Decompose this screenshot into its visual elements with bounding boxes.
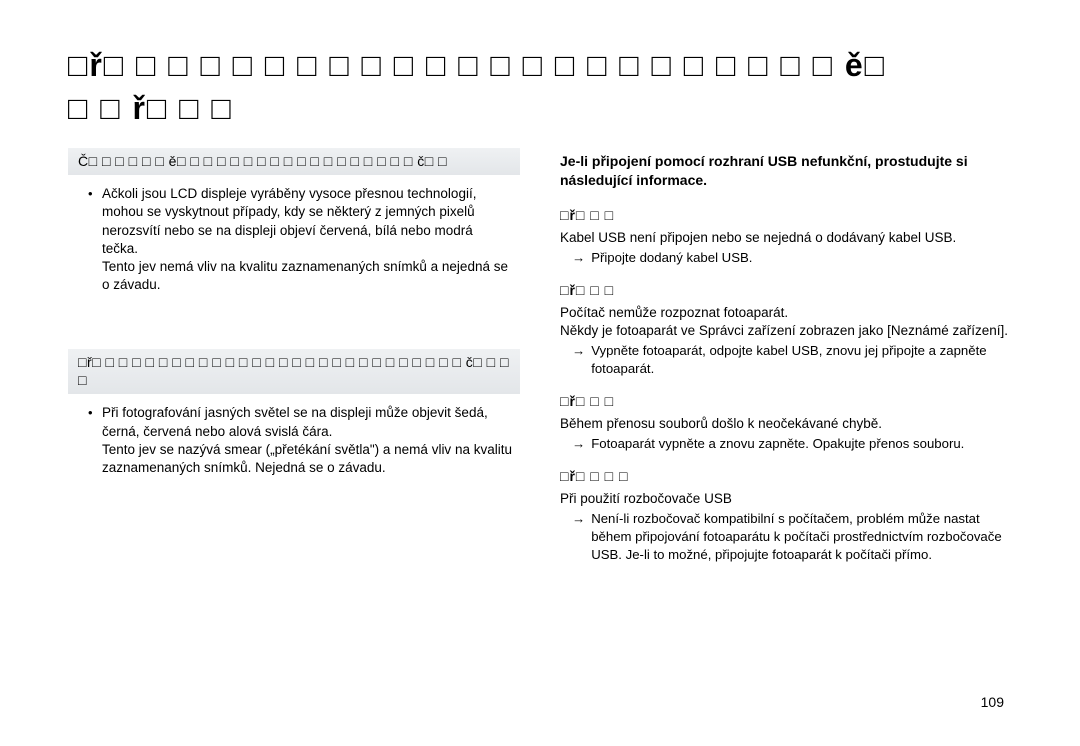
arrow-right-icon: → bbox=[572, 342, 585, 378]
list-item: Ačkoli jsou LCD displeje vyráběny vysoce… bbox=[102, 185, 512, 294]
arrow-instruction: → Připojte dodaný kabel USB. bbox=[572, 249, 1012, 267]
arrow-right-icon: → bbox=[572, 435, 585, 453]
arrow-text: Není-li rozbočovač kompatibilní s počíta… bbox=[591, 510, 1012, 563]
bullet-list-1: Ačkoli jsou LCD displeje vyráběny vysoce… bbox=[68, 185, 520, 294]
page-number: 109 bbox=[981, 693, 1004, 712]
left-heading-bar-2: □ř□ □ □ □ □ □ □ □ □ □ □ □ □ □ □ □ □ □ □ … bbox=[68, 349, 520, 395]
arrow-instruction: → Není-li rozbočovač kompatibilní s počí… bbox=[572, 510, 1012, 563]
arrow-instruction: → Vypněte fotoaparát, odpojte kabel USB,… bbox=[572, 342, 1012, 378]
list-item: Při fotografování jasných světel se na d… bbox=[102, 404, 512, 477]
case-body-text: Při použití rozbočovače USB bbox=[560, 490, 1012, 508]
case-body-text: Kabel USB není připojen nebo se nejedná … bbox=[560, 229, 1012, 247]
arrow-right-icon: → bbox=[572, 510, 585, 563]
left-heading-bar-1: Č□ □ □ □ □ □ ě□ □ □ □ □ □ □ □ □ □ □ □ □ … bbox=[68, 148, 520, 175]
case-heading: □ř□ □ □ bbox=[560, 392, 1012, 411]
arrow-instruction: → Fotoaparát vypněte a znovu zapněte. Op… bbox=[572, 435, 1012, 453]
right-column: Je-li připojení pomocí rozhraní USB nefu… bbox=[560, 148, 1012, 567]
document-page: □ř□ □ □ □ □ □ □ □ □ □ □ □ □ □ □ □ □ □ □ … bbox=[0, 0, 1080, 746]
arrow-text: Připojte dodaný kabel USB. bbox=[591, 249, 1012, 267]
arrow-text: Vypněte fotoaparát, odpojte kabel USB, z… bbox=[591, 342, 1012, 378]
case-heading: □ř□ □ □ □ bbox=[560, 467, 1012, 486]
bullet-list-2: Při fotografování jasných světel se na d… bbox=[68, 404, 520, 477]
case-body-text: Během přenosu souborů došlo k neočekávan… bbox=[560, 415, 1012, 433]
page-title-line-2: □ □ ř□ □ □ bbox=[68, 87, 1012, 130]
arrow-right-icon: → bbox=[572, 249, 585, 267]
case-body-text: Počítač nemůže rozpoznat fotoaparát. Něk… bbox=[560, 304, 1012, 340]
arrow-text: Fotoaparát vypněte a znovu zapněte. Opak… bbox=[591, 435, 1012, 453]
page-title-line-1: □ř□ □ □ □ □ □ □ □ □ □ □ □ □ □ □ □ □ □ □ … bbox=[68, 44, 1012, 87]
case-heading: □ř□ □ □ bbox=[560, 206, 1012, 225]
left-column: Č□ □ □ □ □ □ ě□ □ □ □ □ □ □ □ □ □ □ □ □ … bbox=[68, 148, 520, 567]
case-heading: □ř□ □ □ bbox=[560, 281, 1012, 300]
columns-wrapper: Č□ □ □ □ □ □ ě□ □ □ □ □ □ □ □ □ □ □ □ □ … bbox=[68, 148, 1012, 567]
right-intro-text: Je-li připojení pomocí rozhraní USB nefu… bbox=[560, 152, 1012, 190]
